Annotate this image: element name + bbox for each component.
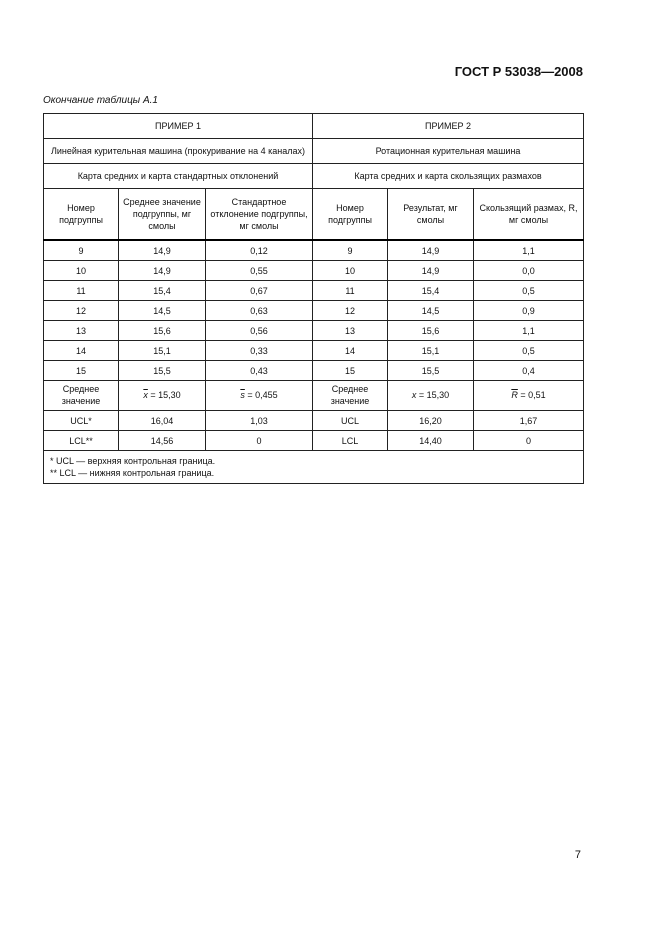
cell: 1,1 <box>473 239 584 261</box>
cell: 14,9 <box>387 260 474 281</box>
cell: 15,1 <box>387 340 474 361</box>
cell: 10 <box>312 260 388 281</box>
cell: 15,6 <box>387 320 474 341</box>
table-row: 14 15,1 0,33 14 15,1 0,5 <box>43 340 584 361</box>
cell: 16,20 <box>387 410 474 431</box>
cell: 14,9 <box>387 239 474 261</box>
cell: LCL** <box>43 430 119 451</box>
cell: 0,67 <box>205 280 313 301</box>
cell: 1,03 <box>205 410 313 431</box>
cell: 0,5 <box>473 280 584 301</box>
cell: 14,9 <box>118 239 206 261</box>
example1-chart: Карта средних и карта стандартных отклон… <box>43 163 313 189</box>
cell: 14 <box>43 340 119 361</box>
cell: 0,63 <box>205 300 313 321</box>
mean-row: Среднее значение x = 15,30 s = 0,455 Сре… <box>43 380 584 411</box>
ucl-row: UCL* 16,04 1,03 UCL 16,20 1,67 <box>43 410 584 431</box>
cell: 13 <box>312 320 388 341</box>
cell: LCL <box>312 430 388 451</box>
example1-machine: Линейная курительная машина (прокуривани… <box>43 138 313 164</box>
example2-title: ПРИМЕР 2 <box>312 113 584 139</box>
cell: 15,5 <box>387 360 474 381</box>
mean-label: Среднее значение <box>43 380 119 411</box>
cell: 11 <box>312 280 388 301</box>
cell: 11 <box>43 280 119 301</box>
cell: UCL* <box>43 410 119 431</box>
cell: 9 <box>312 239 388 261</box>
cell: 0,0 <box>473 260 584 281</box>
cell: 0 <box>473 430 584 451</box>
column-header: Стандартное отклонение подгруппы, мг смо… <box>205 188 313 241</box>
cell: 1,67 <box>473 410 584 431</box>
table-row: 13 15,6 0,56 13 15,6 1,1 <box>43 320 584 341</box>
column-header: Скользящий размах, R, мг смолы <box>473 188 584 241</box>
mean-s: s = 0,455 <box>205 380 313 411</box>
cell: 9 <box>43 239 119 261</box>
cell: 12 <box>312 300 388 321</box>
cell: 0,9 <box>473 300 584 321</box>
table-row: 12 14,5 0,63 12 14,5 0,9 <box>43 300 584 321</box>
page-number: 7 <box>574 849 581 861</box>
column-header: Среднее значение подгруппы, мг смолы <box>118 188 206 241</box>
cell: 15,6 <box>118 320 206 341</box>
mean-label-2: Среднее значение <box>312 380 388 411</box>
cell: 12 <box>43 300 119 321</box>
footnote: ** LCL — нижняя контрольная граница. <box>50 468 215 479</box>
mean-r: R = 0,51 <box>473 380 584 411</box>
lcl-row: LCL** 14,56 0 LCL 14,40 0 <box>43 430 584 451</box>
cell: 0,12 <box>205 239 313 261</box>
cell: 16,04 <box>118 410 206 431</box>
cell: 15 <box>312 360 388 381</box>
cell: 15,4 <box>118 280 206 301</box>
cell: 0 <box>205 430 313 451</box>
cell: 14,5 <box>118 300 206 321</box>
column-header: Номер подгруппы <box>43 188 119 241</box>
cell: 14,5 <box>387 300 474 321</box>
table-caption: Окончание таблицы А.1 <box>43 95 158 106</box>
cell: 15,4 <box>387 280 474 301</box>
footnote: * UCL — верхняя контрольная граница. <box>50 456 216 466</box>
cell: 0,5 <box>473 340 584 361</box>
footnotes: * UCL — верхняя контрольная граница. ** L… <box>43 449 584 485</box>
cell: 0,56 <box>205 320 313 341</box>
cell: 1,1 <box>473 320 584 341</box>
column-header: Результат, мг смолы <box>387 188 474 241</box>
example2-machine: Ротационная курительная машина <box>312 138 584 164</box>
cell: 14 <box>312 340 388 361</box>
cell: 15 <box>43 360 119 381</box>
table-row: 15 15,5 0,43 15 15,5 0,4 <box>43 360 584 381</box>
cell: 0,4 <box>473 360 584 381</box>
example2-chart: Карта средних и карта скользящих размахо… <box>312 163 584 189</box>
column-header: Номер подгруппы <box>312 188 388 241</box>
mean-x2: x = 15,30 <box>387 380 474 411</box>
cell: 13 <box>43 320 119 341</box>
cell: 0,33 <box>205 340 313 361</box>
mean-x1: x = 15,30 <box>118 380 206 411</box>
cell: 14,56 <box>118 430 206 451</box>
example1-title: ПРИМЕР 1 <box>43 113 313 139</box>
cell: 0,43 <box>205 360 313 381</box>
cell: 14,40 <box>387 430 474 451</box>
cell: UCL <box>312 410 388 431</box>
cell: 15,1 <box>118 340 206 361</box>
cell: 14,9 <box>118 260 206 281</box>
table-row: 10 14,9 0,55 10 14,9 0,0 <box>43 260 584 281</box>
data-table: ПРИМЕР 1 ПРИМЕР 2 Линейная курительная ма… <box>43 113 584 485</box>
cell: 0,55 <box>205 260 313 281</box>
table-row: 9 14,9 0,12 9 14,9 1,1 <box>43 239 584 261</box>
standard-header: ГОСТ Р 53038—2008 <box>454 64 583 79</box>
cell: 15,5 <box>118 360 206 381</box>
cell: 10 <box>43 260 119 281</box>
table-row: 11 15,4 0,67 11 15,4 0,5 <box>43 280 584 301</box>
